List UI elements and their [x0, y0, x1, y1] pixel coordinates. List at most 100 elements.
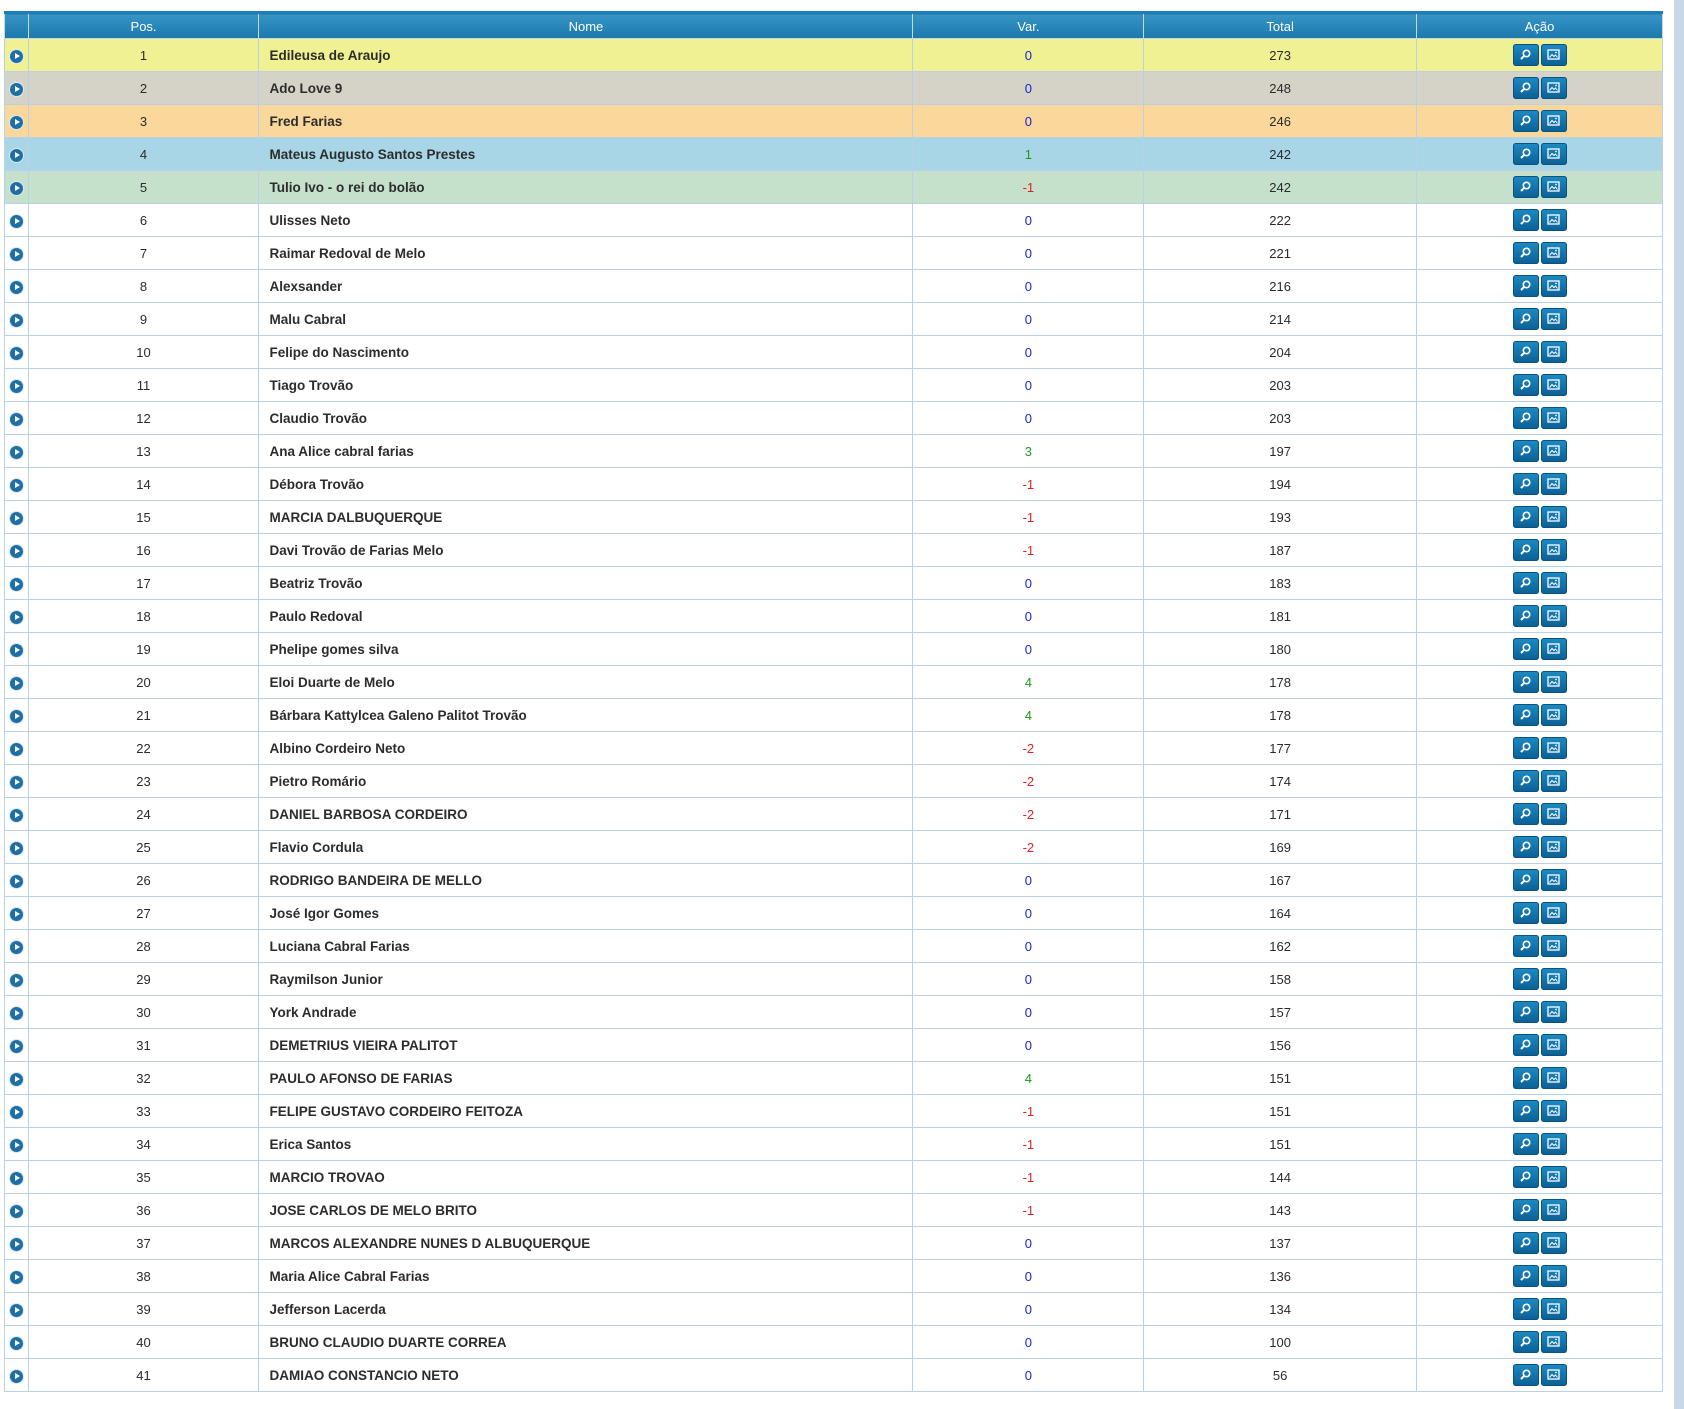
view-details-button[interactable] [1512, 1232, 1539, 1254]
view-image-button[interactable] [1540, 308, 1567, 330]
view-details-button[interactable] [1512, 902, 1539, 924]
table-row[interactable]: 27 José Igor Gomes 0 164 [4, 896, 1663, 930]
expand-circle-icon[interactable] [9, 346, 23, 360]
expand-circle-icon[interactable] [9, 148, 23, 162]
view-details-button[interactable] [1512, 869, 1539, 891]
view-details-button[interactable] [1512, 638, 1539, 660]
table-row[interactable]: 37 MARCOS ALEXANDRE NUNES D ALBUQUERQUE 0 1… [4, 1226, 1663, 1260]
expand-circle-icon[interactable] [9, 775, 23, 789]
table-row[interactable]: 9 Malu Cabral 0 214 [4, 302, 1663, 336]
expand-circle-icon[interactable] [9, 973, 23, 987]
view-image-button[interactable] [1540, 605, 1567, 627]
table-row[interactable]: 23 Pietro Romário -2 174 [4, 764, 1663, 798]
table-row[interactable]: 22 Albino Cordeiro Neto -2 177 [4, 731, 1663, 765]
table-row[interactable]: 35 MARCIO TROVAO -1 144 [4, 1160, 1663, 1194]
table-row[interactable]: 5 Tulio Ivo - o rei do bolão -1 242 [4, 170, 1663, 204]
view-image-button[interactable] [1540, 1232, 1567, 1254]
expand-circle-icon[interactable] [9, 115, 23, 129]
view-image-button[interactable] [1540, 473, 1567, 495]
table-row[interactable]: 41 DAMIAO CONSTANCIO NETO 0 56 [4, 1358, 1663, 1392]
view-image-button[interactable] [1540, 440, 1567, 462]
expand-circle-icon[interactable] [9, 313, 23, 327]
table-row[interactable]: 6 Ulisses Neto 0 222 [4, 203, 1663, 237]
table-row[interactable]: 19 Phelipe gomes silva 0 180 [4, 632, 1663, 666]
view-image-button[interactable] [1540, 407, 1567, 429]
expand-circle-icon[interactable] [9, 907, 23, 921]
table-row[interactable]: 10 Felipe do Nascimento 0 204 [4, 335, 1663, 369]
expand-circle-icon[interactable] [9, 49, 23, 63]
view-image-button[interactable] [1540, 143, 1567, 165]
expand-circle-icon[interactable] [9, 1171, 23, 1185]
view-details-button[interactable] [1512, 110, 1539, 132]
expand-circle-icon[interactable] [9, 610, 23, 624]
expand-circle-icon[interactable] [9, 808, 23, 822]
view-details-button[interactable] [1512, 143, 1539, 165]
view-details-button[interactable] [1512, 770, 1539, 792]
view-image-button[interactable] [1540, 77, 1567, 99]
view-details-button[interactable] [1512, 242, 1539, 264]
table-row[interactable]: 25 Flavio Cordula -2 169 [4, 830, 1663, 864]
view-details-button[interactable] [1512, 968, 1539, 990]
expand-circle-icon[interactable] [9, 1204, 23, 1218]
expand-circle-icon[interactable] [9, 1039, 23, 1053]
view-image-button[interactable] [1540, 1166, 1567, 1188]
view-image-button[interactable] [1540, 1100, 1567, 1122]
view-image-button[interactable] [1540, 1199, 1567, 1221]
expand-circle-icon[interactable] [9, 247, 23, 261]
header-var[interactable]: Var. [912, 11, 1145, 39]
view-details-button[interactable] [1512, 440, 1539, 462]
view-image-button[interactable] [1540, 968, 1567, 990]
view-image-button[interactable] [1540, 44, 1567, 66]
table-row[interactable]: 17 Beatriz Trovão 0 183 [4, 566, 1663, 600]
view-image-button[interactable] [1540, 770, 1567, 792]
view-image-button[interactable] [1540, 539, 1567, 561]
expand-circle-icon[interactable] [9, 841, 23, 855]
view-details-button[interactable] [1512, 1331, 1539, 1353]
page-scrollbar-track[interactable] [1674, 0, 1684, 1409]
view-image-button[interactable] [1540, 1001, 1567, 1023]
view-details-button[interactable] [1512, 308, 1539, 330]
table-row[interactable]: 39 Jefferson Lacerda 0 134 [4, 1292, 1663, 1326]
expand-circle-icon[interactable] [9, 742, 23, 756]
table-row[interactable]: 8 Alexsander 0 216 [4, 269, 1663, 303]
table-row[interactable]: 13 Ana Alice cabral farias 3 197 [4, 434, 1663, 468]
view-details-button[interactable] [1512, 704, 1539, 726]
view-image-button[interactable] [1540, 1067, 1567, 1089]
view-details-button[interactable] [1512, 1034, 1539, 1056]
view-details-button[interactable] [1512, 1265, 1539, 1287]
expand-circle-icon[interactable] [9, 1303, 23, 1317]
header-pos[interactable]: Pos. [27, 11, 260, 39]
view-details-button[interactable] [1512, 1100, 1539, 1122]
expand-circle-icon[interactable] [9, 643, 23, 657]
expand-circle-icon[interactable] [9, 544, 23, 558]
expand-circle-icon[interactable] [9, 82, 23, 96]
view-details-button[interactable] [1512, 1166, 1539, 1188]
expand-circle-icon[interactable] [9, 1237, 23, 1251]
view-details-button[interactable] [1512, 539, 1539, 561]
view-details-button[interactable] [1512, 836, 1539, 858]
view-image-button[interactable] [1540, 572, 1567, 594]
expand-circle-icon[interactable] [9, 577, 23, 591]
view-image-button[interactable] [1540, 1331, 1567, 1353]
view-image-button[interactable] [1540, 1133, 1567, 1155]
expand-circle-icon[interactable] [9, 1072, 23, 1086]
expand-circle-icon[interactable] [9, 1138, 23, 1152]
view-details-button[interactable] [1512, 1001, 1539, 1023]
table-row[interactable]: 26 RODRIGO BANDEIRA DE MELLO 0 167 [4, 863, 1663, 897]
view-image-button[interactable] [1540, 737, 1567, 759]
view-image-button[interactable] [1540, 1034, 1567, 1056]
table-row[interactable]: 28 Luciana Cabral Farias 0 162 [4, 929, 1663, 963]
table-row[interactable]: 32 PAULO AFONSO DE FARIAS 4 151 [4, 1061, 1663, 1095]
view-details-button[interactable] [1512, 1364, 1539, 1386]
table-row[interactable]: 40 BRUNO CLAUDIO DUARTE CORREA 0 100 [4, 1325, 1663, 1359]
view-image-button[interactable] [1540, 176, 1567, 198]
view-image-button[interactable] [1540, 935, 1567, 957]
expand-circle-icon[interactable] [9, 1270, 23, 1284]
view-details-button[interactable] [1512, 176, 1539, 198]
expand-circle-icon[interactable] [9, 181, 23, 195]
table-row[interactable]: 16 Davi Trovão de Farias Melo -1 187 [4, 533, 1663, 567]
view-details-button[interactable] [1512, 374, 1539, 396]
expand-circle-icon[interactable] [9, 445, 23, 459]
view-image-button[interactable] [1540, 902, 1567, 924]
view-details-button[interactable] [1512, 275, 1539, 297]
